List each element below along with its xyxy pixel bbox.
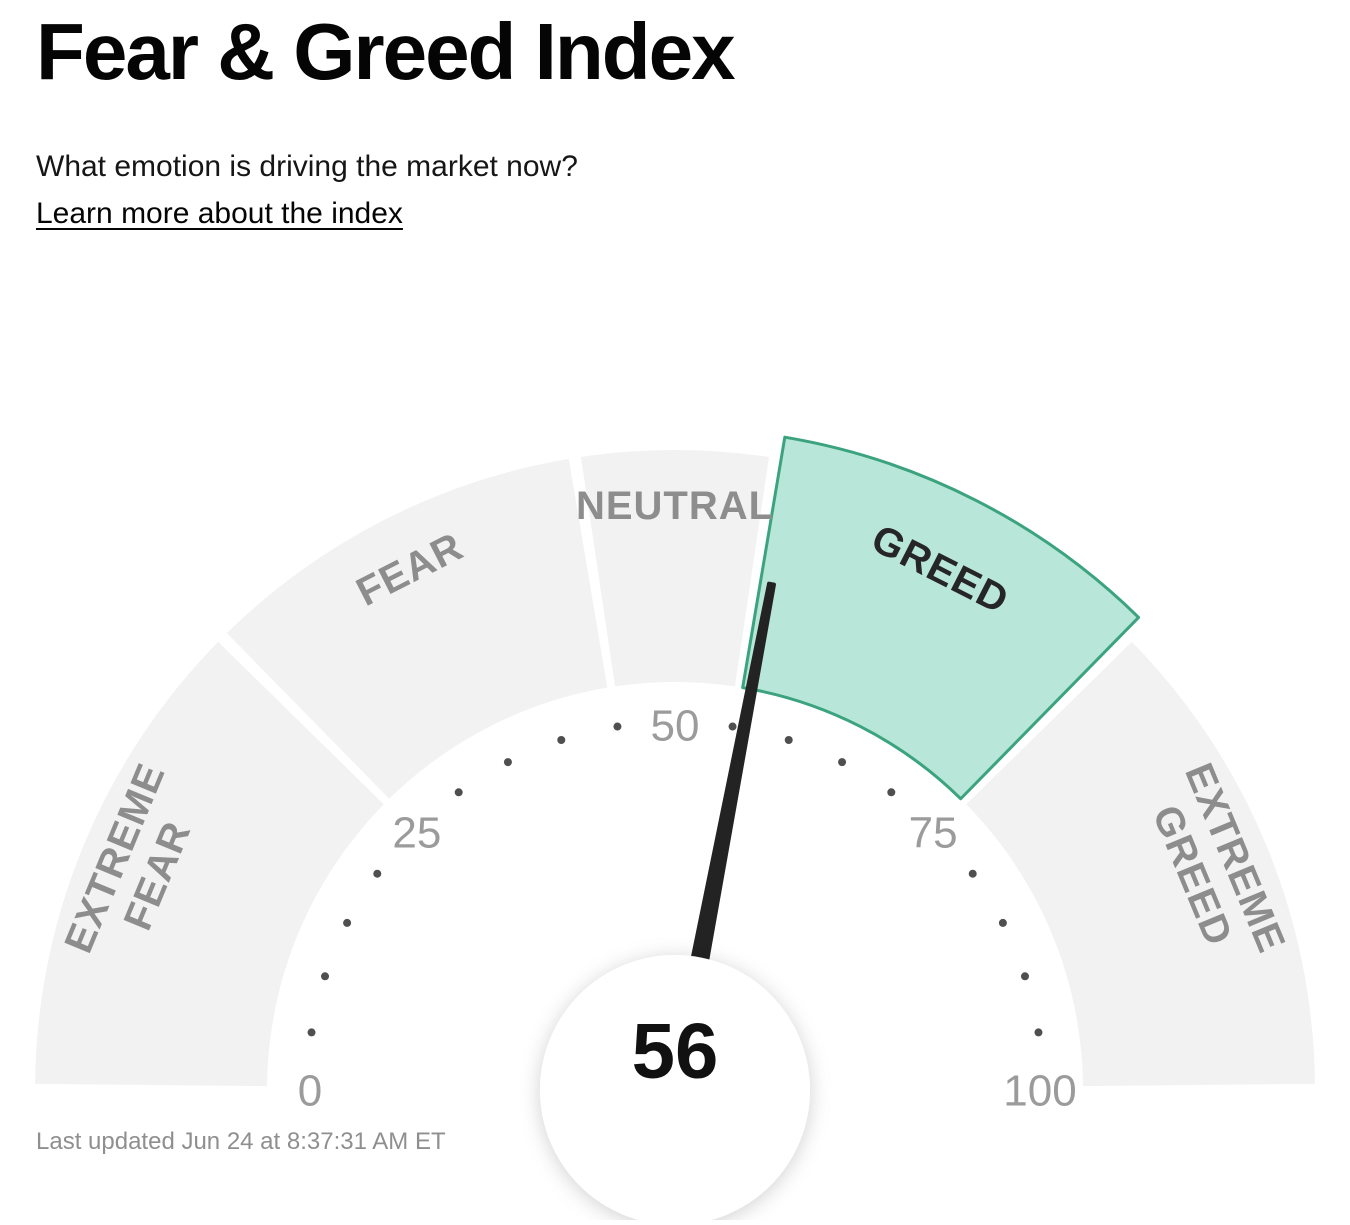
gauge-segment-extreme-greed — [966, 641, 1315, 1087]
gauge-segment-label-neutral: NEUTRAL — [576, 484, 774, 528]
gauge-minor-tick — [321, 972, 330, 981]
gauge-tick-label-75: 75 — [909, 808, 958, 857]
gauge-segment-greed — [741, 435, 1141, 801]
gauge-minor-tick — [1034, 1028, 1043, 1037]
gauge-minor-tick — [728, 722, 737, 731]
gauge-minor-tick — [968, 869, 977, 878]
page-subtitle: What emotion is driving the market now? — [36, 150, 578, 183]
gauge-tick-label-100: 100 — [1003, 1066, 1076, 1115]
gauge-value: 56 — [632, 1006, 719, 1094]
gauge-minor-tick — [887, 788, 896, 797]
gauge-minor-tick — [503, 758, 512, 767]
gauge-segment-neutral — [580, 450, 770, 687]
fear-greed-gauge-svg: EXTREMEFEARFEARNEUTRALGREEDEXTREMEGREED0… — [35, 435, 1315, 1225]
gauge-segment-fear — [226, 458, 608, 799]
gauge-minor-tick — [838, 758, 847, 767]
gauge-minor-tick — [454, 788, 463, 797]
gauge-minor-tick — [613, 722, 622, 731]
fear-greed-gauge: EXTREMEFEAR FEAR NEUTRAL GREED EXTREMEGREED 0… — [0, 425, 1350, 1225]
gauge-minor-tick — [557, 736, 566, 745]
gauge-minor-tick — [343, 918, 352, 927]
gauge-center-circle — [540, 955, 810, 1225]
gauge-minor-tick — [784, 736, 793, 745]
gauge-minor-tick — [1020, 972, 1029, 981]
learn-more-link[interactable]: Learn more about the index — [36, 197, 403, 230]
gauge-minor-tick — [998, 918, 1007, 927]
gauge-minor-tick — [373, 869, 382, 878]
last-updated: Last updated Jun 24 at 8:37:31 AM ET — [36, 1128, 446, 1155]
gauge-tick-label-25: 25 — [392, 808, 441, 857]
gauge-minor-tick — [307, 1028, 316, 1037]
page-title: Fear & Greed Index — [36, 7, 736, 96]
gauge-tick-label-0: 0 — [298, 1066, 322, 1115]
gauge-segment-extreme-fear — [35, 641, 384, 1087]
gauge-tick-label-50: 50 — [651, 701, 700, 750]
